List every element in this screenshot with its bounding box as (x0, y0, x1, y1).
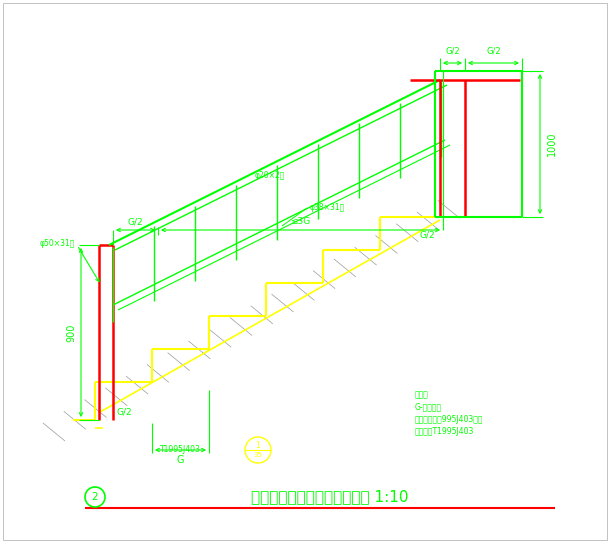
Text: 说明：: 说明： (415, 390, 429, 400)
Text: 公共部位楼梯踏步及栏杆详图 1:10: 公共部位楼梯踏步及栏杆详图 1:10 (251, 489, 409, 504)
Text: φ38×31厅: φ38×31厅 (310, 204, 345, 212)
Text: 1000: 1000 (547, 132, 557, 156)
Text: φ20×2厅: φ20×2厅 (255, 171, 285, 180)
Text: 踏步做法T1995J403: 踏步做法T1995J403 (415, 426, 475, 435)
Text: T1995J403: T1995J403 (160, 445, 201, 454)
Text: φ50×31厅: φ50×31厅 (40, 238, 75, 248)
Text: G/2: G/2 (445, 47, 460, 55)
Text: G/2: G/2 (116, 407, 132, 416)
Text: 900: 900 (66, 323, 76, 342)
Text: G/2: G/2 (486, 47, 501, 55)
Text: 1: 1 (256, 440, 260, 450)
Text: ≤3G: ≤3G (290, 218, 310, 226)
Text: 35: 35 (254, 452, 262, 458)
Text: 2: 2 (92, 492, 98, 502)
Text: G-踏步宽度: G-踏步宽度 (415, 402, 442, 412)
Text: G/2: G/2 (419, 230, 435, 239)
Text: 栏杆做法参照995J403图集: 栏杆做法参照995J403图集 (415, 414, 484, 424)
Text: G: G (177, 455, 184, 465)
Text: G/2: G/2 (127, 218, 143, 226)
